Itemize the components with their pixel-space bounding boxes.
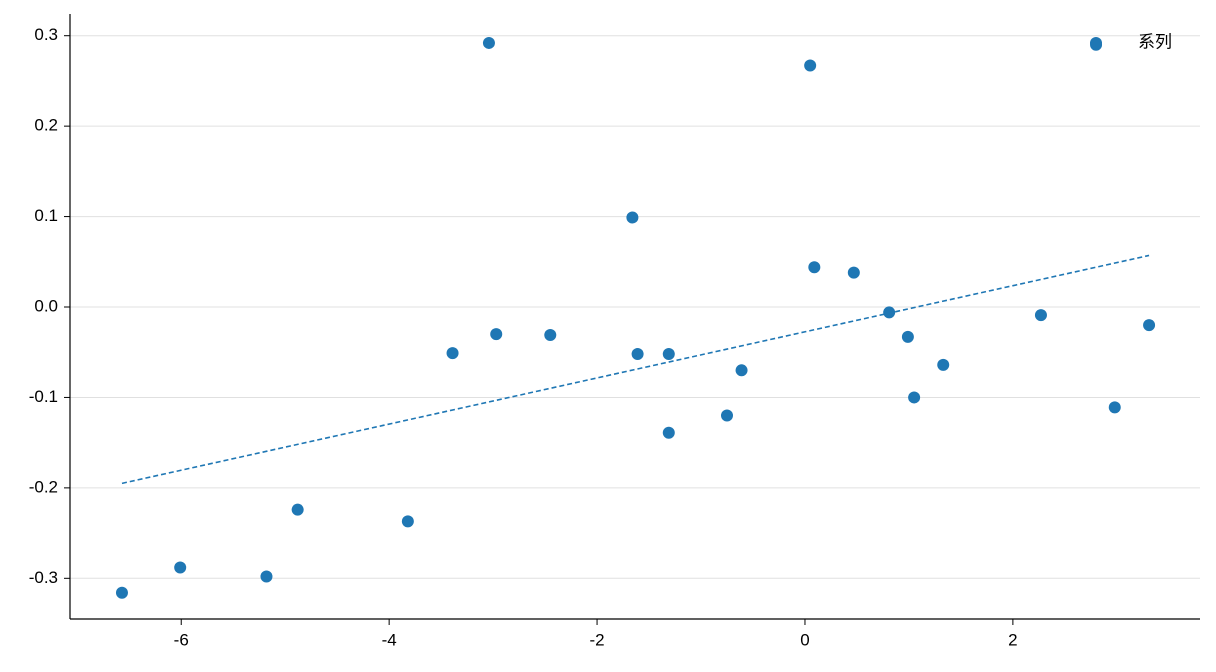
point — [662, 426, 675, 439]
point — [735, 364, 748, 377]
point — [631, 348, 644, 361]
point — [883, 306, 896, 319]
y-tick-label: 0.2 — [34, 116, 58, 135]
point — [490, 328, 503, 341]
point — [291, 503, 304, 516]
point — [115, 586, 128, 599]
point — [446, 347, 459, 360]
x-tick-label: 0 — [800, 630, 809, 649]
y-tick-label: -0.1 — [29, 387, 58, 406]
x-tick-label: -6 — [174, 630, 189, 649]
y-tick-label: -0.3 — [29, 568, 58, 587]
y-tick-label: 0.1 — [34, 206, 58, 225]
point — [1034, 309, 1047, 322]
x-tick-label: -4 — [382, 630, 397, 649]
point — [804, 59, 817, 72]
x-tick-label: -2 — [589, 630, 604, 649]
y-tick-label: 0.3 — [34, 25, 58, 44]
point — [174, 561, 187, 574]
point — [901, 330, 914, 343]
legend-marker — [1090, 37, 1102, 49]
point — [482, 36, 495, 49]
trend-line — [121, 254, 1150, 485]
point — [847, 266, 860, 279]
point — [721, 409, 734, 422]
point — [1108, 401, 1121, 414]
point — [1143, 319, 1156, 332]
y-tick-label: -0.2 — [29, 477, 58, 496]
y-tick-label: 0.0 — [34, 296, 58, 315]
point — [544, 329, 557, 342]
point — [260, 570, 273, 583]
legend-label: 系列 — [1138, 32, 1172, 51]
point — [808, 261, 821, 274]
point — [937, 358, 950, 371]
point — [626, 211, 639, 224]
point — [401, 515, 414, 528]
point — [662, 348, 675, 361]
point — [908, 391, 921, 404]
x-tick-label: 2 — [1008, 630, 1017, 649]
